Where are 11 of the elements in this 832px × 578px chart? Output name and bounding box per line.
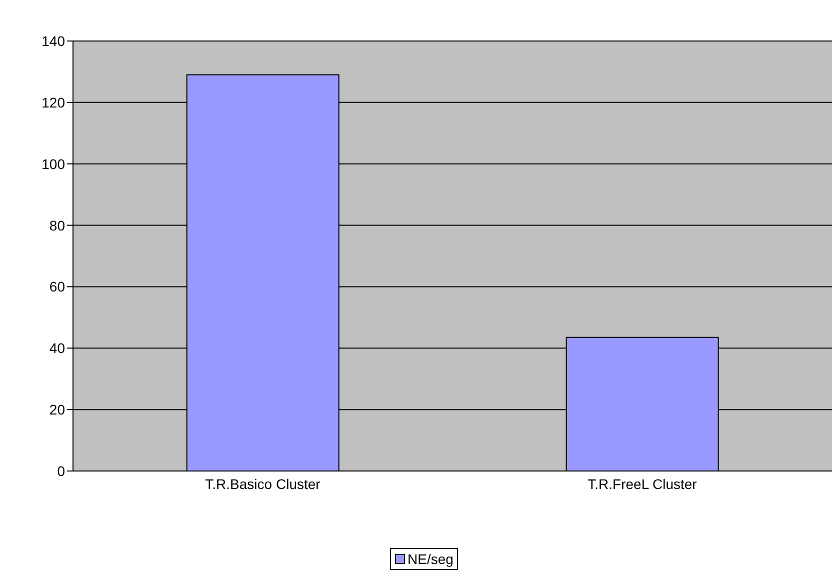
y-tick-label: 100 <box>42 156 66 172</box>
x-tick-label: T.R.Basico Cluster <box>205 476 321 492</box>
y-tick-label: 40 <box>49 340 66 356</box>
y-tick-label: 140 <box>42 32 66 49</box>
y-tick-label: 20 <box>49 402 66 418</box>
x-tick-label: T.R.FreeL Cluster <box>588 476 698 492</box>
legend-label: NE/seg <box>408 551 454 567</box>
y-tick-label: 120 <box>42 94 66 110</box>
y-tick-label: 60 <box>49 278 66 295</box>
y-tick-label: 80 <box>49 217 66 234</box>
y-tick-label: 0 <box>57 462 66 479</box>
